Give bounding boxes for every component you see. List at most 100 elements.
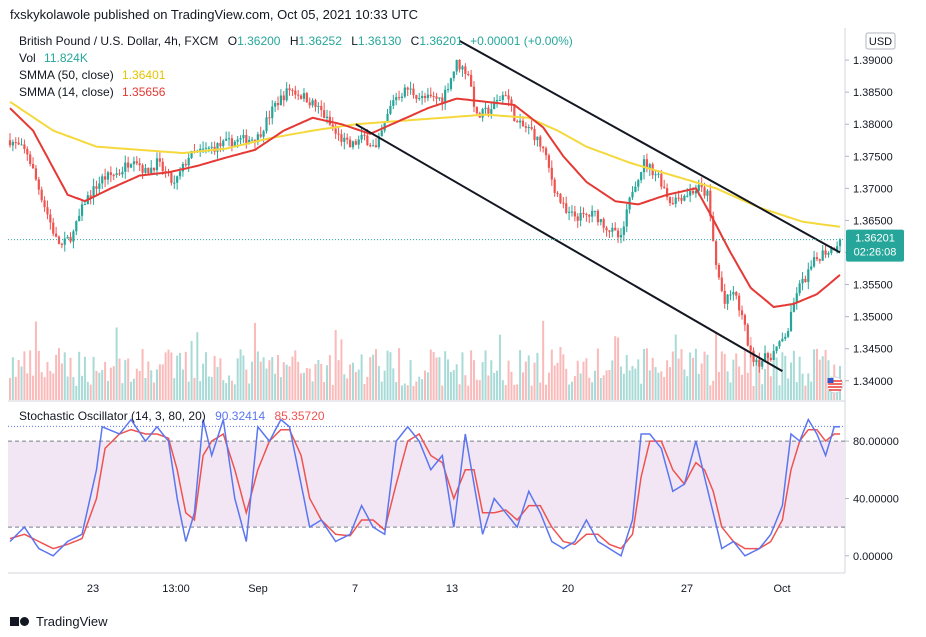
candle-body [46, 207, 49, 215]
volume-bar [608, 369, 611, 400]
volume-bar [323, 382, 326, 400]
volume-bar [787, 378, 790, 400]
volume-bar [398, 348, 401, 400]
symbol-legend[interactable]: British Pound / U.S. Dollar, 4h, FXCM O1… [19, 34, 573, 48]
candle-body [818, 259, 821, 261]
volume-bar [507, 360, 510, 400]
volume-bar [141, 348, 144, 400]
oscillator-legend[interactable]: Stochastic Oscillator (14, 3, 80, 20) 90… [19, 409, 325, 423]
volume-bar [475, 379, 478, 400]
candle-body [588, 215, 591, 217]
candle-body [527, 127, 530, 129]
volume-bar [591, 382, 594, 400]
volume-bar [481, 362, 484, 400]
candle-body [654, 174, 657, 176]
volume-bar [790, 362, 793, 400]
candle-body [547, 155, 551, 168]
candle-body [415, 95, 418, 99]
candle-body [671, 203, 674, 205]
volume-bar [265, 368, 268, 400]
volume-bar [389, 352, 392, 400]
candle-body [521, 120, 525, 127]
tradingview-chart[interactable]: 1.39000 1.38500 1.38000 1.37500 1.37000 1.365… [0, 28, 926, 610]
volume-bar [196, 332, 199, 400]
candle-body [510, 99, 513, 105]
volume-bar [547, 372, 550, 400]
footer-brand[interactable]: TradingView [10, 610, 108, 632]
candle-body [31, 163, 35, 169]
candle-body [824, 250, 827, 255]
volume-bar [40, 372, 43, 400]
volume-bar [176, 355, 179, 400]
volume-bar [579, 373, 582, 400]
candle-body [533, 128, 536, 141]
candle-body [616, 230, 620, 238]
candle-body [697, 184, 700, 191]
volume-bar [764, 368, 767, 400]
volume-bar [181, 369, 184, 400]
volume-bar [297, 361, 300, 400]
volume-bar [86, 381, 89, 400]
volume-bar [504, 385, 507, 400]
price-axis[interactable]: 1.39000 1.38500 1.38000 1.37500 1.37000 1.365… [845, 55, 893, 388]
volume-bar [268, 360, 271, 400]
us-flag-icon[interactable] [826, 376, 844, 394]
volume-bar [576, 360, 579, 400]
volume-bar [441, 385, 444, 400]
volume-bar [487, 375, 490, 400]
volume-bar [32, 375, 35, 400]
candle-body [276, 103, 280, 106]
volume-bar [150, 370, 153, 400]
volume-bar [202, 363, 205, 400]
smma-50-legend[interactable]: SMMA (50, close) 1.36401 [19, 68, 166, 82]
oscillator-tick-label: 0.00000 [853, 551, 893, 563]
volume-bar [130, 381, 133, 400]
candle-body [516, 121, 519, 123]
volume-bar [372, 354, 375, 400]
candle-body [740, 310, 744, 316]
volume-bar [668, 367, 671, 400]
oscillator-axis[interactable]: 80.00000 40.00000 0.00000 [845, 436, 899, 563]
candle-body [625, 209, 628, 227]
volume-bar [452, 370, 455, 400]
candle-body [513, 104, 516, 122]
volume-bar [271, 357, 274, 400]
candle-body [812, 257, 816, 267]
candle-body [98, 183, 101, 189]
volume-bar [98, 372, 101, 400]
candle-body [611, 227, 614, 232]
price-tick-label: 1.34000 [853, 376, 893, 388]
trendline-lower[interactable] [355, 123, 783, 373]
candle-body [749, 345, 752, 351]
candle-body [550, 167, 553, 180]
volume-bar [20, 366, 23, 400]
candle-body [493, 101, 496, 110]
candle-body [746, 324, 749, 346]
volume-bar [775, 357, 778, 400]
candle-body [449, 78, 453, 90]
currency-badge[interactable] [865, 32, 896, 50]
volume-bar [75, 385, 78, 400]
oscillator-tick-label: 40.00000 [853, 493, 899, 505]
volume-bar [9, 377, 11, 400]
trendline-upper[interactable] [459, 39, 841, 254]
smma-14-legend[interactable]: SMMA (14, close) 1.35656 [19, 85, 166, 99]
candle-body [591, 210, 594, 217]
volume-bar [429, 349, 432, 400]
volume-bar [766, 357, 769, 400]
candle-body [472, 86, 476, 107]
candle-body [412, 88, 415, 96]
volume-bar [314, 364, 317, 400]
time-axis[interactable]: 23 13:00 Sep 7 13 20 27 Oct [87, 583, 791, 595]
candle-body [781, 338, 784, 342]
candle-body [317, 105, 320, 107]
volume-bar [274, 373, 277, 400]
candle-body [544, 148, 548, 156]
volume-bar [95, 370, 98, 400]
candle-body [216, 143, 219, 152]
volume-legend[interactable]: Vol 11.824K [19, 51, 88, 65]
candle-body [55, 233, 58, 237]
smma-14-value: 1.35656 [122, 85, 166, 99]
oscillator-k-value: 90.32414 [215, 409, 265, 423]
chart-area[interactable]: 1.39000 1.38500 1.38000 1.37500 1.37000 1.365… [0, 28, 926, 610]
